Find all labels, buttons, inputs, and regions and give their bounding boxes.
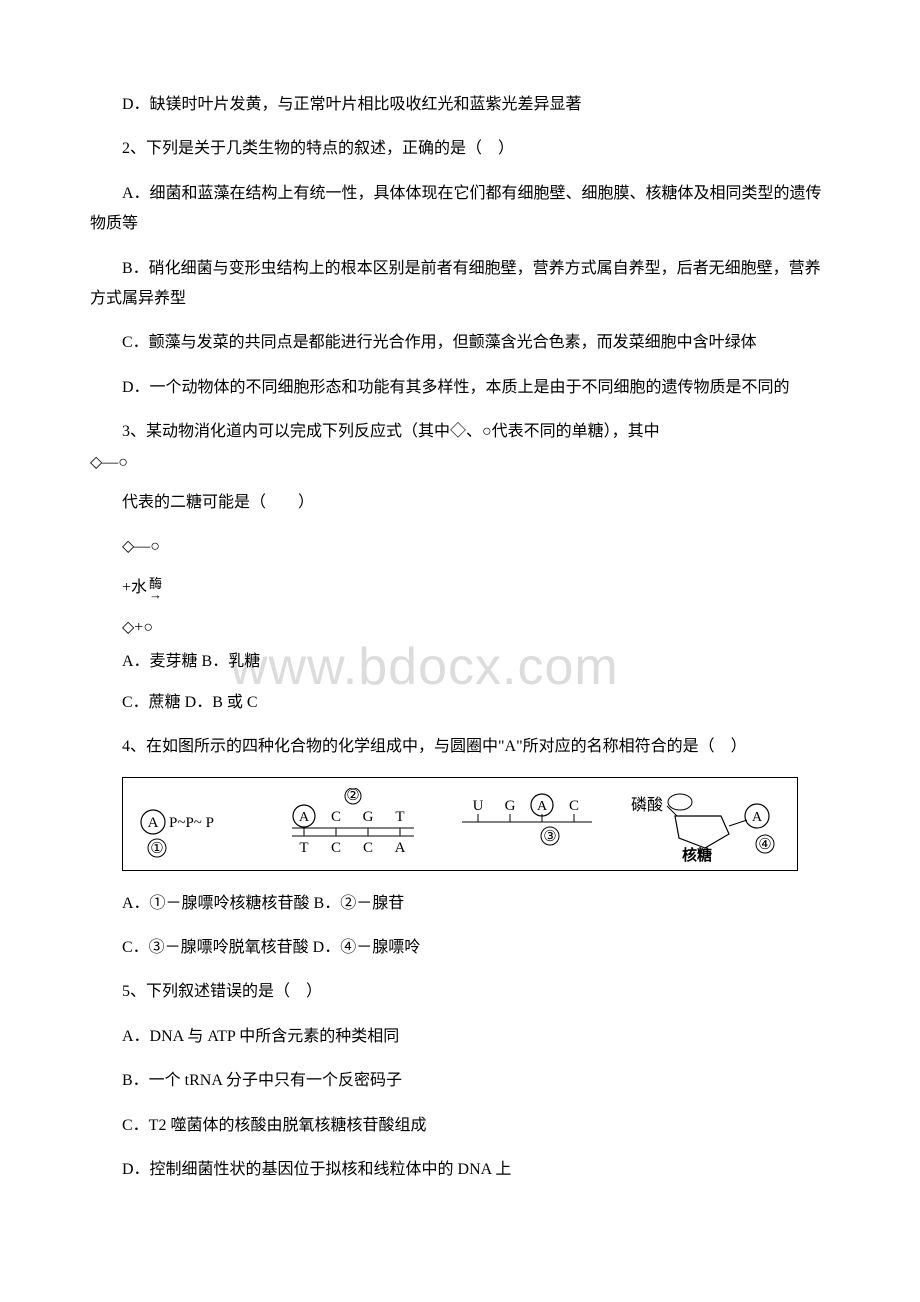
svg-text:C: C [363, 840, 373, 856]
svg-text:磷酸: 磷酸 [631, 796, 663, 814]
q4-panel-2: ② A C G T T C C A [278, 788, 428, 862]
q4-stem: 4、在如图所示的四种化合物的化学组成中，与圆圈中"A"所对应的名称相符合的是（ … [90, 732, 830, 762]
q4-panel-4: 磷酸 A 核糖 ④ [625, 788, 785, 862]
svg-text:T: T [396, 809, 405, 825]
q5-option-d: D．控制细菌性状的基因位于拟核和线粒体中的 DNA 上 [90, 1155, 830, 1185]
q3-stem-part1: 3、某动物消化道内可以完成下列反应式（其中◇、○代表不同的单糖），其中 [90, 417, 830, 447]
svg-text:A: A [299, 810, 310, 825]
svg-text:A: A [752, 810, 763, 825]
q3-reaction-line1: ◇—○ [90, 532, 830, 562]
svg-text:②: ② [347, 788, 360, 804]
document-body: D．缺镁时叶片发黄，与正常叶片相比吸收红光和蓝紫光差异显著 2、下列是关于几类生… [90, 90, 830, 1185]
q4-panel-3: U G A C ③ [452, 790, 602, 860]
q3-plus-water: +水 [122, 573, 147, 603]
svg-text:核糖: 核糖 [682, 846, 712, 862]
q3-stem-part2: 代表的二糖可能是（ ） [90, 488, 830, 518]
svg-text:C: C [331, 809, 341, 825]
q5-option-b: B．一个 tRNA 分子中只有一个反密码子 [90, 1066, 830, 1096]
q2-option-c: C．颤藻与发菜的共同点是都能进行光合作用，但颤藻含光合色素，而发菜细胞中含叶绿体 [90, 328, 830, 358]
q5-stem: 5、下列叙述错误的是（ ） [90, 977, 830, 1007]
svg-text:①: ① [150, 841, 163, 857]
svg-text:A: A [395, 840, 406, 856]
q3-reaction-line3: ◇+○ [90, 613, 830, 643]
q3-reactant-inline: ◇—○ [90, 448, 830, 478]
arrow-icon: → [149, 583, 162, 608]
q5-option-c: C．T2 噬菌体的核酸由脱氧核糖核苷酸组成 [90, 1111, 830, 1141]
q4-diagram: A P~P~ P ① ② A C G T T [122, 777, 798, 871]
q2-option-b: B．硝化细菌与变形虫结构上的根本区别是前者有细胞壁，营养方式属自养型，后者无细胞… [90, 254, 830, 315]
svg-text:T: T [300, 840, 309, 856]
q4-option-cd: C．③－腺嘌呤脱氧核苷酸 D．④－腺嘌呤 [90, 933, 830, 963]
q5-option-a: A．DNA 与 ATP 中所含元素的种类相同 [90, 1022, 830, 1052]
svg-text:G: G [504, 798, 515, 814]
svg-text:A: A [148, 815, 159, 831]
svg-text:G: G [363, 809, 374, 825]
svg-text:③: ③ [543, 829, 556, 845]
svg-text:A: A [537, 799, 548, 814]
q4-p1-formula: P~P~ P [169, 815, 214, 831]
svg-text:U: U [472, 798, 483, 814]
svg-text:C: C [331, 840, 341, 856]
q4-panel-1: A P~P~ P ① [135, 790, 255, 860]
q2-stem: 2、下列是关于几类生物的特点的叙述，正确的是（ ） [90, 134, 830, 164]
q4-option-ab: A．①－腺嘌呤核糖核苷酸 B．②－腺苷 [90, 889, 830, 919]
svg-text:④: ④ [758, 837, 771, 853]
q3-reaction-line2: +水酶→ [90, 573, 830, 603]
q2-option-d: D．一个动物体的不同细胞形态和功能有其多样性，本质上是由于不同细胞的遗传物质是不… [90, 373, 830, 403]
q3-option-ab: A．麦芽糖 B．乳糖 [90, 647, 830, 677]
q3-option-cd: C．蔗糖 D．B 或 C [90, 688, 830, 718]
q2-option-a: A．细菌和蓝藻在结构上有统一性，具体体现在它们都有细胞壁、细胞膜、核糖体及相同类… [90, 179, 830, 240]
q1-option-d: D．缺镁时叶片发黄，与正常叶片相比吸收红光和蓝紫光差异显著 [90, 90, 830, 120]
svg-text:C: C [569, 798, 579, 814]
